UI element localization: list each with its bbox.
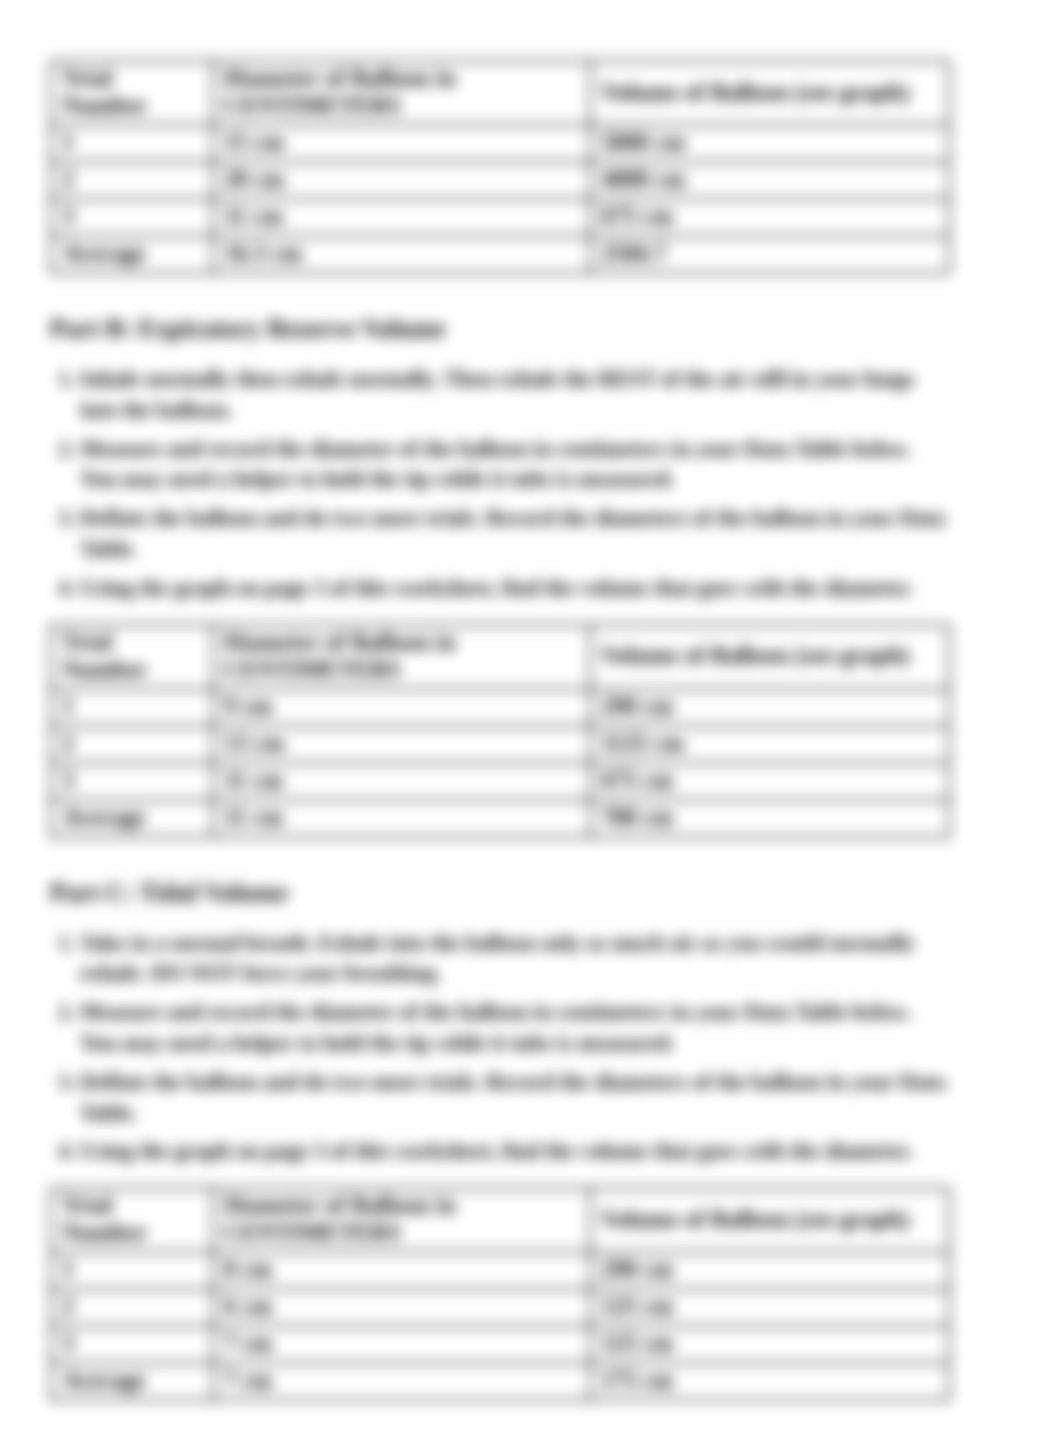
table-row: 220 cm4000 cm [51,162,949,199]
table-row: 213 cm1125 cm [51,726,949,763]
table-part-a: Trial Number Diameter of Balloon in CENT… [50,60,950,274]
table-row-average: Average7 cm175 cm [51,1363,949,1400]
cell-volume: 175 cm [590,1363,949,1400]
header-volume: Volume of Balloon (see graph) [590,1188,949,1252]
table-row: 311 cm675 cm [51,199,949,236]
cell-trial: 2 [51,1289,213,1326]
cell-volume: 125 cm [590,1326,949,1363]
header-volume: Volume of Balloon (see graph) [590,61,949,125]
cell-trial: 3 [51,763,213,800]
step-item: Inhale normally then exhale normally. Th… [80,364,950,426]
cell-diameter: 16.3 cm [213,236,590,273]
cell-volume: 675 cm [590,199,949,236]
cell-volume: 290 cm [590,1252,949,1289]
step-item: Measure and record the diameter of the b… [80,997,950,1059]
cell-volume: 675 cm [590,763,949,800]
step-item: Take in a normal breath. Exhale into the… [80,928,950,990]
cell-diameter: 15 cm [213,125,590,162]
cell-trial: 2 [51,726,213,763]
cell-diameter: 9 cm [213,689,590,726]
cell-volume: 1125 cm [590,726,949,763]
table-row: 311 cm675 cm [51,763,949,800]
table-row-average: Average16.3 cm2566.7 [51,236,949,273]
table-header-row: Trial Number Diameter of Balloon in CENT… [51,61,949,125]
table-header-row: Trial Number Diameter of Balloon in CENT… [51,625,949,689]
cell-trial: 3 [51,199,213,236]
cell-trial: 1 [51,1252,213,1289]
table-row: 26 cm125 cm [51,1289,949,1326]
cell-diameter: 7 cm [213,1326,590,1363]
cell-diameter: 11 cm [213,800,590,837]
cell-volume: 125 cm [590,1289,949,1326]
cell-trial: Average [51,236,213,273]
section-c-steps: Take in a normal breath. Exhale into the… [80,928,950,1168]
cell-diameter: 11 cm [213,199,590,236]
table-row: 115 cm5000 cm [51,125,949,162]
cell-trial: Average [51,1363,213,1400]
document-page: Trial Number Diameter of Balloon in CENT… [50,60,950,1441]
section-b-title: Part B: Expiratory Reserve Volume [50,314,950,344]
cell-diameter: 7 cm [213,1363,590,1400]
step-item: Using the graph on page 3 of this worksh… [80,573,950,604]
header-volume: Volume of Balloon (see graph) [590,625,949,689]
table-row: 37 cm125 cm [51,1326,949,1363]
cell-volume: 2566.7 [590,236,949,273]
cell-diameter: 13 cm [213,726,590,763]
table-row: 19 cm290 cm [51,689,949,726]
header-diameter: Diameter of Balloon in CENTIMETERS [213,1188,590,1252]
step-item: Deflate the balloon and do two more tria… [80,503,950,565]
cell-diameter: 20 cm [213,162,590,199]
table-header-row: Trial Number Diameter of Balloon in CENT… [51,1188,949,1252]
cell-diameter: 8 cm [213,1252,590,1289]
cell-volume: 4000 cm [590,162,949,199]
cell-trial: 1 [51,689,213,726]
table-row-average: Average11 cm700 cm [51,800,949,837]
header-trial: Trial Number [51,61,213,125]
cell-trial: 1 [51,125,213,162]
cell-trial: 3 [51,1326,213,1363]
step-item: Deflate the balloon and do two more tria… [80,1067,950,1129]
header-diameter: Diameter of Balloon in CENTIMETERS [213,61,590,125]
step-item: Measure and record the diameter of the b… [80,434,950,496]
header-trial: Trial Number [51,625,213,689]
cell-diameter: 6 cm [213,1289,590,1326]
cell-volume: 5000 cm [590,125,949,162]
table-part-b: Trial Number Diameter of Balloon in CENT… [50,624,950,838]
section-c-title: Part C: Tidal Volume [50,878,950,908]
cell-diameter: 11 cm [213,763,590,800]
table-part-c: Trial Number Diameter of Balloon in CENT… [50,1187,950,1401]
table-row: 18 cm290 cm [51,1252,949,1289]
cell-volume: 290 cm [590,689,949,726]
cell-volume: 700 cm [590,800,949,837]
cell-trial: 2 [51,162,213,199]
section-b-steps: Inhale normally then exhale normally. Th… [80,364,950,604]
header-diameter: Diameter of Balloon in CENTIMETERS [213,625,590,689]
header-trial: Trial Number [51,1188,213,1252]
cell-trial: Average [51,800,213,837]
step-item: Using the graph on page 3 of this worksh… [80,1136,950,1167]
